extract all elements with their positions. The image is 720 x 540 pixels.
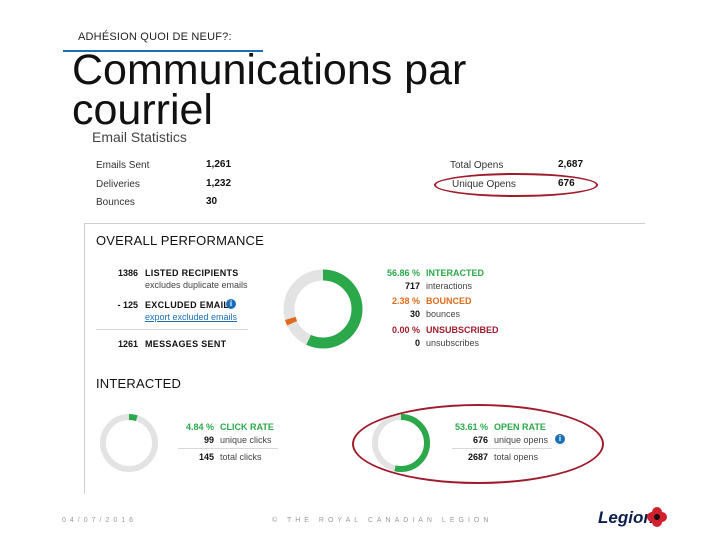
overall-donut-chart (283, 269, 363, 349)
unique-clicks-label: unique clicks (220, 435, 272, 445)
page-title: Communications par courriel (72, 46, 467, 134)
unsubscribed-count: 0 (414, 338, 420, 348)
footer-date: 04/07/2016 (62, 517, 138, 524)
click-ring-track (100, 414, 158, 472)
unsubscribed-sub: unsubscribes (426, 338, 480, 348)
performance-panel (84, 223, 645, 494)
deliveries-label: Deliveries (96, 179, 140, 190)
bounces-value: 30 (206, 196, 218, 207)
poppy-icon (647, 507, 667, 527)
interacted-section-title: INTERACTED (96, 376, 182, 391)
email-statistics-heading: Email Statistics (92, 129, 187, 145)
recipients-divider (96, 329, 248, 330)
total-clicks-number: 145 (198, 452, 214, 462)
info-icon[interactable]: i (226, 299, 236, 309)
excluded-emails-label: EXCLUDED EMAILS (145, 300, 236, 310)
donut-interacted-segment (283, 269, 363, 349)
interacted-count: 717 (404, 281, 420, 291)
emails-sent-value: 1,261 (206, 159, 232, 170)
listed-recipients-label: LISTED RECIPIENTS (145, 268, 239, 278)
overall-performance-title: OVERALL PERFORMANCE (96, 233, 265, 248)
click-rate-ring (100, 414, 158, 472)
listed-recipients-number: 1386 (117, 268, 138, 278)
excluded-emails-number: - 125 (117, 300, 138, 310)
messages-sent-number: 1261 (117, 339, 138, 349)
interacted-label: INTERACTED (426, 268, 484, 278)
click-rate-pct: 4.84 % (185, 422, 214, 432)
bounced-count: 30 (409, 309, 420, 319)
highlight-oval-unique-opens (434, 173, 598, 197)
interacted-sub: interactions (426, 281, 473, 291)
click-ring-fill (100, 414, 158, 472)
bounced-sub: bounces (426, 309, 461, 319)
export-excluded-link[interactable]: export excluded emails (145, 312, 238, 322)
unsubscribed-pct: 0.00 % (391, 325, 420, 335)
emails-sent-label: Emails Sent (96, 160, 150, 171)
total-opens-value: 2,687 (558, 159, 584, 170)
listed-recipients-sub: excludes duplicate emails (145, 280, 248, 290)
click-divider (178, 448, 278, 449)
unique-clicks-number: 99 (203, 435, 214, 445)
highlight-oval-open-rate (352, 404, 604, 484)
bounces-label: Bounces (96, 197, 135, 208)
bounced-pct: 2.38 % (391, 296, 420, 306)
interacted-pct: 56.86 % (386, 268, 420, 278)
deliveries-value: 1,232 (206, 178, 232, 189)
click-rate-label: CLICK RATE (220, 422, 274, 432)
unsubscribed-label: UNSUBSCRIBED (426, 325, 499, 335)
footer-copyright: © THE ROYAL CANADIAN LEGION (272, 517, 493, 524)
kicker-underline (63, 50, 263, 52)
total-clicks-label: total clicks (220, 452, 262, 462)
total-opens-label: Total Opens (450, 160, 504, 171)
section-kicker: ADHÉSION QUOI DE NEUF?: (78, 31, 232, 43)
messages-sent-label: MESSAGES SENT (145, 339, 227, 349)
bounced-label: BOUNCED (426, 296, 472, 306)
legion-logo: Legion (598, 508, 654, 527)
